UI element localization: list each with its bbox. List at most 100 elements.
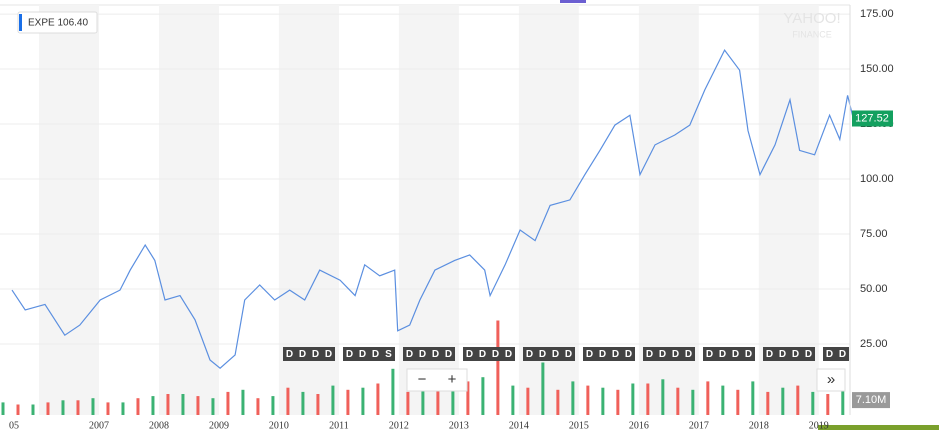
volume-bar	[151, 396, 155, 415]
event-box	[823, 347, 836, 361]
year-band	[158, 5, 219, 415]
volume-bar	[631, 383, 635, 415]
volume-bar	[91, 398, 95, 415]
x-tick-label: 2007	[89, 420, 109, 431]
volume-bar	[721, 385, 725, 415]
volume-bar	[16, 404, 20, 415]
volume-bar	[121, 402, 125, 415]
event-label: D	[565, 349, 572, 360]
event-label: D	[732, 349, 739, 360]
x-tick-label: 2019	[809, 420, 829, 431]
volume-bar	[436, 385, 440, 415]
volume-bar	[211, 398, 215, 415]
watermark: FINANCE	[792, 29, 832, 39]
event-box	[429, 347, 442, 361]
event-box	[609, 347, 622, 361]
event-label: D	[286, 349, 293, 360]
volume-bar	[271, 396, 275, 415]
volume-bar	[1, 402, 5, 415]
event-box	[356, 347, 369, 361]
volume-bar	[76, 400, 80, 415]
event-box	[369, 347, 382, 361]
volume-bar	[181, 394, 185, 415]
event-box	[776, 347, 789, 361]
x-tick-label: 2014	[509, 420, 529, 431]
x-tick-label: 05	[9, 420, 19, 431]
volume-bar	[766, 391, 770, 415]
event-box	[403, 347, 416, 361]
event-label: D	[685, 349, 692, 360]
x-tick-label: 2008	[149, 420, 169, 431]
legend-label: EXPE 106.40	[28, 18, 88, 29]
volume-bar	[676, 387, 680, 415]
event-label: D	[312, 349, 319, 360]
volume-bar	[106, 402, 110, 415]
volume-bar	[31, 404, 35, 415]
zoom-out[interactable]: −	[418, 371, 427, 388]
x-tick-label: 2015	[569, 420, 589, 431]
zoom-control[interactable]	[406, 368, 468, 392]
event-box	[802, 347, 815, 361]
event-box	[523, 347, 536, 361]
volume-bar	[796, 385, 800, 415]
volume-bar	[136, 398, 140, 415]
event-label: D	[359, 349, 366, 360]
volume-bar	[481, 377, 485, 415]
event-label: D	[445, 349, 452, 360]
event-label: D	[745, 349, 752, 360]
volume-bar	[526, 387, 530, 415]
more-button[interactable]	[816, 368, 846, 392]
volume-bar	[46, 402, 50, 415]
event-label: D	[719, 349, 726, 360]
volume-bar	[661, 379, 665, 415]
volume-bar	[841, 389, 845, 415]
event-box	[536, 347, 549, 361]
volume-bar	[196, 396, 200, 415]
legend-box	[17, 11, 98, 34]
more-label[interactable]: »	[827, 371, 835, 388]
volume-bar	[361, 387, 365, 415]
event-box	[716, 347, 729, 361]
volume-bar	[166, 394, 170, 415]
event-label: D	[659, 349, 666, 360]
y-tick-label: 50.00	[860, 283, 888, 295]
event-label: D	[612, 349, 619, 360]
event-box	[489, 347, 502, 361]
volume-bar	[781, 387, 785, 415]
y-tick-label: 100.00	[860, 173, 894, 185]
bottom-bar	[818, 425, 939, 430]
event-box	[343, 347, 356, 361]
y-tick-label: 25.00	[860, 338, 888, 350]
event-box	[442, 347, 455, 361]
year-band	[38, 5, 99, 415]
event-label: D	[839, 349, 846, 360]
event-box	[382, 347, 395, 361]
event-label: D	[526, 349, 533, 360]
event-box	[643, 347, 656, 361]
event-label: D	[625, 349, 632, 360]
event-box	[836, 347, 849, 361]
event-box	[283, 347, 296, 361]
event-label: D	[826, 349, 833, 360]
year-band	[278, 5, 339, 415]
event-box	[682, 347, 695, 361]
event-label: D	[539, 349, 546, 360]
zoom-in[interactable]: +	[448, 371, 457, 388]
price-marker	[852, 110, 893, 127]
volume-bar	[376, 383, 380, 415]
year-band	[638, 5, 699, 415]
event-label: D	[599, 349, 606, 360]
volume-bar	[601, 387, 605, 415]
volume-bar	[241, 389, 245, 415]
event-label: D	[779, 349, 786, 360]
x-tick-label: 2012	[389, 420, 409, 431]
volume-bar	[391, 368, 395, 415]
event-box	[583, 347, 596, 361]
volume-marker-label: 7.10M	[856, 394, 887, 406]
volume-bar	[496, 320, 500, 415]
x-tick-label: 2010	[269, 420, 289, 431]
event-label: D	[299, 349, 306, 360]
event-box	[463, 347, 476, 361]
event-box	[502, 347, 515, 361]
